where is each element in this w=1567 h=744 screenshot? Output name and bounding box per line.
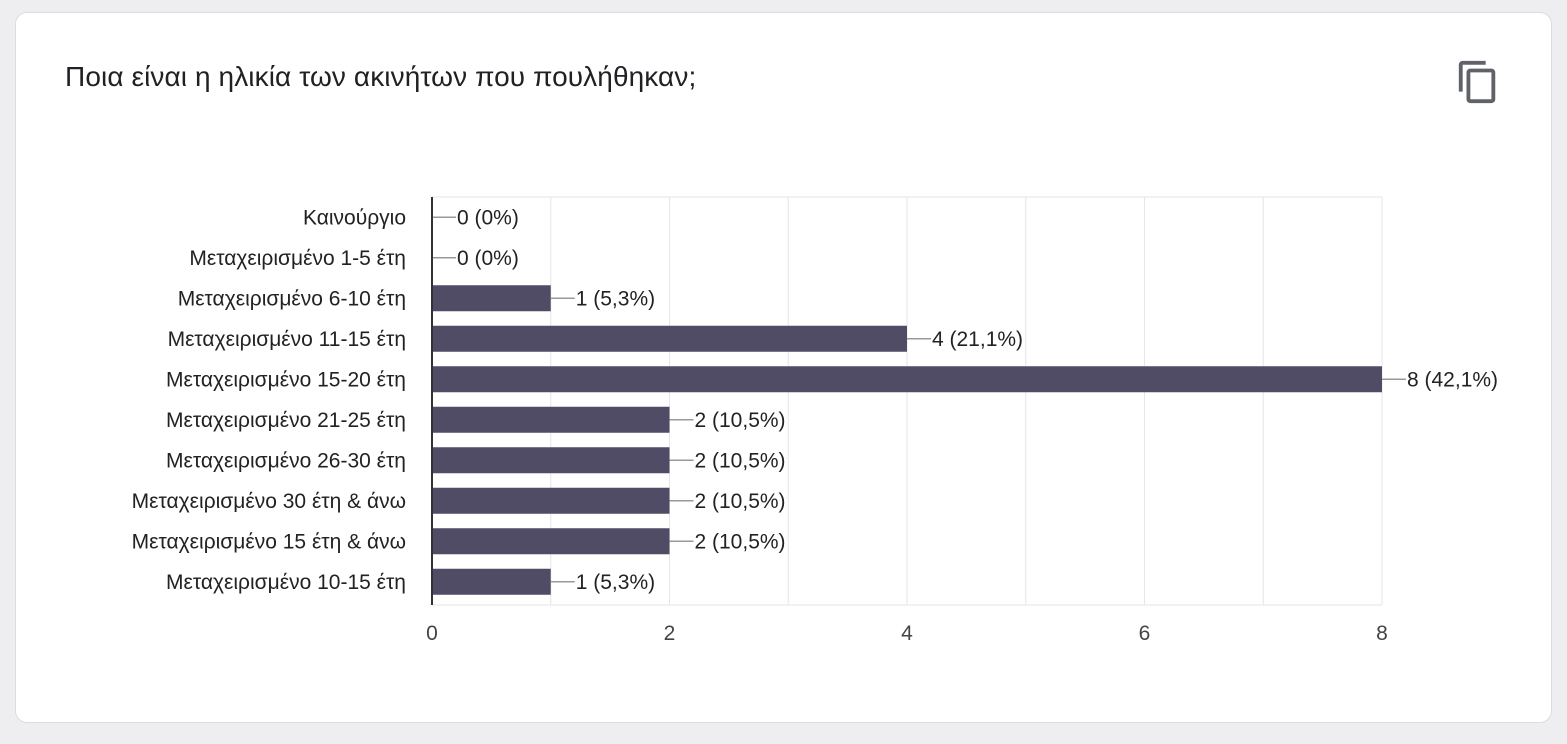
x-tick-label: 0 — [426, 622, 438, 645]
category-label: Μεταχειρισμένο 26-30 έτη — [166, 449, 406, 472]
copy-icon — [1458, 60, 1496, 104]
data-label: 8 (42,1%) — [1407, 368, 1498, 391]
data-label: 1 (5,3%) — [576, 287, 655, 310]
category-label: Μεταχειρισμένο 6-10 έτη — [178, 287, 406, 310]
bar — [432, 447, 670, 474]
bar — [432, 366, 1382, 393]
x-tick-label: 2 — [664, 622, 676, 645]
category-label: Μεταχειρισμένο 1-5 έτη — [189, 247, 406, 270]
bar-chart: 0 2 4 6 8 Καινούργιο 0 (0%) Μεταχειρισμένο 1-5 … — [132, 196, 1498, 645]
category-label: Μεταχειρισμένο 15-20 έτη — [166, 368, 406, 391]
category-label: Καινούργιο — [303, 206, 406, 229]
copy-chart-button[interactable] — [1455, 59, 1501, 105]
category-label: Μεταχειρισμένο 11-15 έτη — [168, 328, 406, 351]
bar — [432, 406, 670, 433]
question-card: Ποια είναι η ηλικία των ακινήτων που που… — [15, 12, 1552, 723]
bar — [432, 568, 551, 595]
data-label: 4 (21,1%) — [932, 328, 1023, 351]
data-label: 2 (10,5%) — [695, 530, 786, 553]
data-label: 2 (10,5%) — [695, 490, 786, 513]
category-label: Μεταχειρισμένο 30 έτη & άνω — [132, 490, 406, 513]
bar — [432, 487, 670, 514]
bar — [432, 325, 907, 352]
x-tick-label: 6 — [1139, 622, 1151, 645]
category-label: Μεταχειρισμένο 10-15 έτη — [166, 571, 406, 594]
x-tick-label: 8 — [1376, 622, 1388, 645]
x-tick-label: 4 — [901, 622, 913, 645]
bar — [432, 528, 670, 555]
category-label: Μεταχειρισμένο 15 έτη & άνω — [132, 530, 406, 553]
data-label: 0 (0%) — [457, 247, 519, 270]
data-label: 2 (10,5%) — [695, 409, 786, 432]
data-label: 1 (5,3%) — [576, 571, 655, 594]
category-label: Μεταχειρισμένο 21-25 έτη — [166, 409, 406, 432]
data-label: 0 (0%) — [457, 206, 519, 229]
question-title: Ποια είναι η ηλικία των ακινήτων που που… — [65, 61, 697, 92]
bar — [432, 285, 551, 312]
data-label: 2 (10,5%) — [695, 449, 786, 472]
